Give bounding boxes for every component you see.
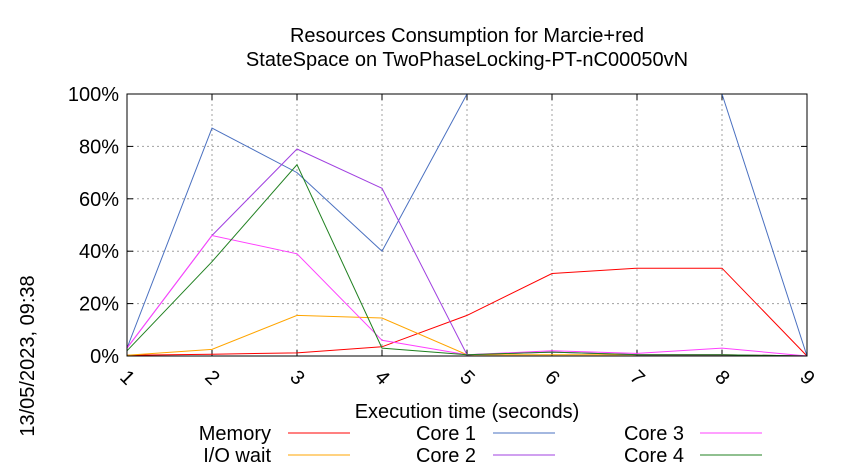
x-tick-label: 7 bbox=[625, 366, 648, 389]
y-axis-ticks: 0% 20% 40% 60% 80% 100% bbox=[68, 84, 807, 368]
legend-label: I/O wait bbox=[203, 445, 271, 467]
y-tick-label: 40% bbox=[79, 241, 119, 263]
chart-title: Resources Consumption for Marcie+red bbox=[290, 25, 644, 47]
plot-frame bbox=[126, 93, 808, 357]
x-axis-label: Execution time (seconds) bbox=[355, 401, 580, 423]
legend-label: Core 2 bbox=[416, 445, 476, 467]
x-tick-label: 8 bbox=[710, 366, 733, 389]
y-tick-label: 0% bbox=[90, 346, 119, 368]
legend-label: Core 4 bbox=[624, 445, 684, 467]
grid-lines bbox=[127, 94, 807, 356]
x-tick-label: 5 bbox=[455, 366, 478, 389]
x-tick-label: 9 bbox=[795, 366, 818, 389]
x-tick-label: 1 bbox=[115, 366, 138, 389]
legend-label: Memory bbox=[199, 423, 271, 445]
x-tick-label: 2 bbox=[200, 366, 223, 389]
legend-label: Core 1 bbox=[416, 423, 476, 445]
y-tick-label: 60% bbox=[79, 189, 119, 211]
series-line-memory bbox=[126, 267, 808, 357]
y-tick-label: 100% bbox=[68, 84, 119, 106]
legend-label: Core 3 bbox=[624, 423, 684, 445]
y-tick-label: 20% bbox=[79, 294, 119, 316]
x-tick-label: 3 bbox=[285, 366, 308, 389]
x-tick-label: 6 bbox=[540, 366, 563, 389]
series-line-core-4 bbox=[126, 163, 808, 357]
timestamp-label: 13/05/2023, 09:38 bbox=[17, 275, 39, 436]
y-tick-label: 80% bbox=[79, 136, 119, 158]
chart-subtitle: StateSpace on TwoPhaseLocking-PT-nC00050… bbox=[246, 49, 688, 71]
x-tick-label: 4 bbox=[370, 366, 393, 389]
